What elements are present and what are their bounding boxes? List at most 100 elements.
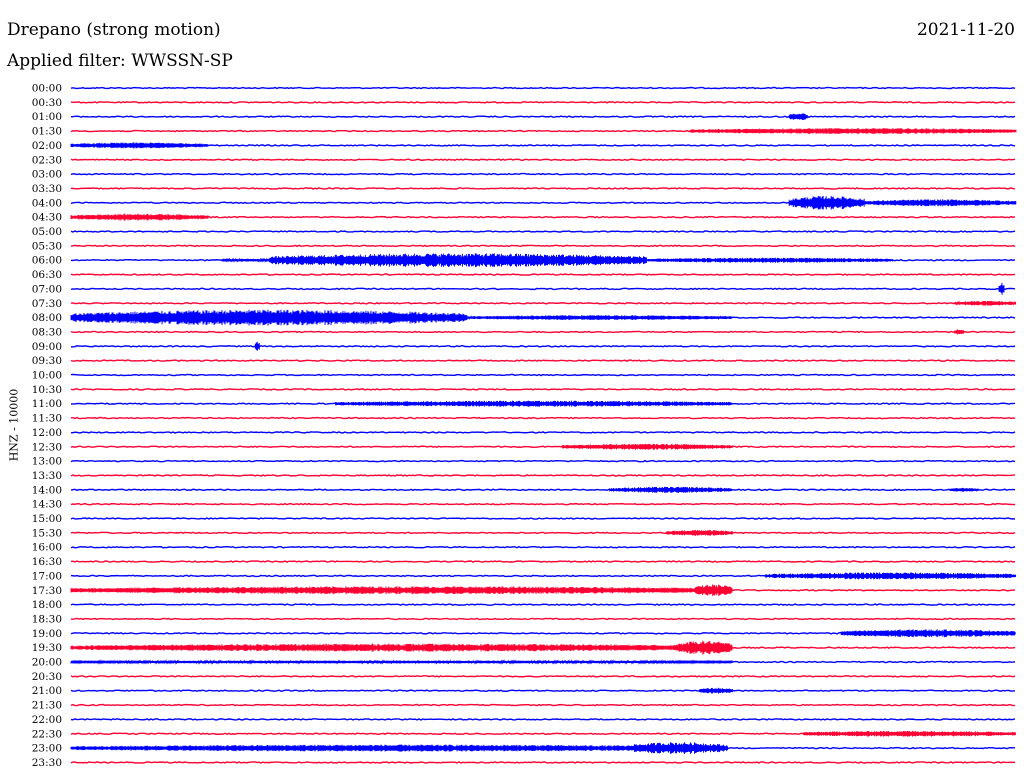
row-time-label: 07:30 [32,298,62,310]
event-signal [840,629,1016,638]
row-time-label: 10:30 [32,384,62,396]
event-signal [70,142,209,149]
event-signal [646,257,893,263]
trace-line [70,215,1016,219]
event-signal [70,309,468,326]
trace-line [70,144,1016,147]
trace-line [70,273,1016,276]
row-time-label: 23:30 [32,757,62,769]
row-time-label: 20:00 [32,657,62,669]
event-signal [609,486,733,493]
row-time-label: 22:00 [32,714,62,726]
event-signal [254,341,260,351]
row-time-label: 15:30 [32,527,62,539]
row-time-label: 11:00 [32,398,62,410]
event-signal [70,659,733,665]
row-time-label: 19:30 [32,642,62,654]
event-signal [70,643,733,652]
event-signal [864,199,1017,207]
row-time-label: 16:00 [32,542,62,554]
row-time-label: 16:30 [32,556,62,568]
trace-line [70,517,1016,520]
event-signal [467,315,733,321]
trace-line [70,101,1016,104]
date-label: 2021-11-20 [916,20,1015,40]
event-signal [221,257,270,263]
event-signal [765,572,1017,580]
trace-line [70,431,1016,434]
event-signal [335,400,733,407]
row-time-label: 13:30 [32,470,62,482]
event-signal [70,744,728,752]
row-time-label: 19:00 [32,628,62,640]
trace-line [70,359,1016,362]
trace-line [70,158,1016,162]
trace-line [70,603,1016,606]
station-title: Drepano (strong motion) [7,20,221,40]
row-time-label: 03:00 [32,169,62,181]
trace-line [70,287,1016,291]
row-time-label: 03:30 [32,183,62,195]
event-signal [70,213,209,221]
event-signal [954,300,1017,306]
event-signal [268,253,647,268]
event-signal [694,584,733,597]
row-time-label: 05:30 [32,240,62,252]
row-time-label: 23:00 [32,743,62,755]
row-time-label: 02:00 [32,140,62,152]
trace-line [70,230,1016,233]
row-time-label: 01:30 [32,126,62,138]
event-signal [675,640,733,655]
row-time-label: 17:00 [32,570,62,582]
trace-line [70,474,1016,477]
row-time-label: 00:00 [32,83,62,95]
row-time-label: 04:30 [32,212,62,224]
trace-line [70,545,1016,549]
trace-line [70,187,1016,190]
filter-label: Applied filter: WWSSN-SP [7,51,233,71]
trace-line [70,445,1016,449]
trace-line [70,502,1016,506]
event-signal [802,730,1016,737]
event-signal [561,443,733,450]
trace-line [70,718,1016,721]
event-signal [788,113,808,120]
trace-line [70,488,1016,492]
trace-line [70,86,1016,90]
row-time-label: 10:00 [32,370,62,382]
row-time-label: 04:00 [32,197,62,209]
row-time-label: 13:00 [32,456,62,468]
event-signal [70,586,733,595]
row-time-label: 08:00 [32,312,62,324]
row-time-label: 18:00 [32,599,62,611]
trace-line [70,459,1016,463]
row-time-label: 12:00 [32,427,62,439]
event-signal [954,329,965,335]
trace-line [70,531,1016,535]
event-signal [698,687,733,694]
trace-line [70,115,1016,119]
trace-line [70,388,1016,391]
event-signal [628,742,728,754]
row-time-label: 11:30 [32,413,62,425]
trace-line [70,761,1016,764]
row-time-label: 15:00 [32,513,62,525]
event-signal [998,282,1005,295]
row-time-label: 09:00 [32,341,62,353]
row-time-label: 20:30 [32,671,62,683]
row-time-label: 14:00 [32,484,62,496]
trace-line [70,675,1016,678]
event-signal [689,127,1017,135]
row-time-label: 14:30 [32,499,62,511]
trace-line [70,330,1016,334]
row-time-label: 17:30 [32,585,62,597]
row-time-label: 22:30 [32,728,62,740]
trace-line [70,373,1016,377]
event-signal [788,195,865,210]
row-time-label: 18:30 [32,613,62,625]
row-time-label: 02:30 [32,154,62,166]
row-time-label: 09:30 [32,355,62,367]
row-time-label: 12:30 [32,441,62,453]
row-time-label: 21:00 [32,685,62,697]
